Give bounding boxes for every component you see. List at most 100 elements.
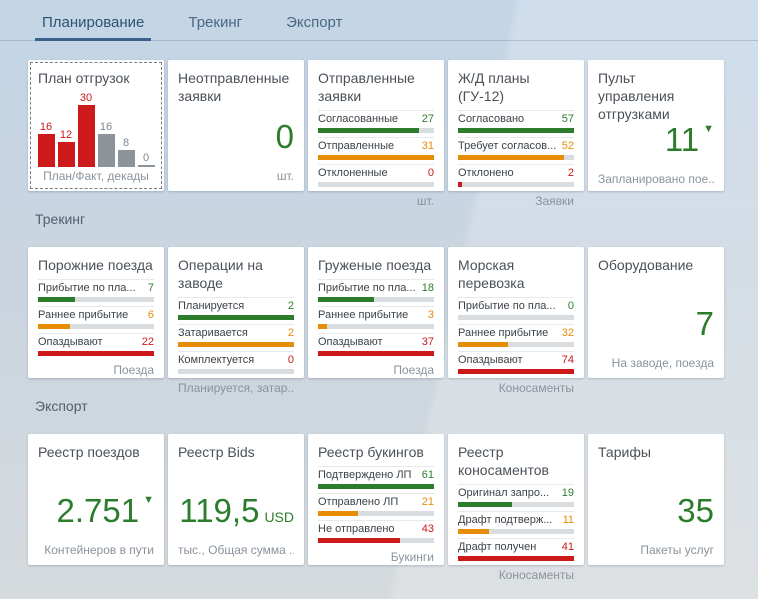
comparison-line: Оригинал запро... 19 (458, 487, 574, 500)
kpi-value: 119,5 (179, 491, 260, 529)
kpi-value: 7 (695, 304, 714, 342)
comparison-line: Подтверждено ЛП 61 (318, 469, 434, 482)
comparison-line: Согласованные 27 (318, 113, 434, 126)
tile-train-registry[interactable]: Реестр поездов 2.751 ▼ Контейнеров в пут… (28, 434, 164, 565)
comparison-label: Подтверждено ЛП (318, 468, 412, 481)
kpi-wrap: 11 ▼ (664, 120, 714, 158)
comparison-line: Раннее прибытие 3 (318, 309, 434, 322)
tab-planning[interactable]: Планирование (35, 14, 152, 41)
tab-export[interactable]: Экспорт (279, 14, 349, 40)
tile-tariffs[interactable]: Тарифы 35 Пакеты услуг (588, 434, 724, 565)
tab-tracking[interactable]: Трекинг (181, 14, 249, 40)
comparison-label: Раннее прибытие (38, 308, 129, 321)
comparison-rows: Оригинал запро... 19 Драфт подтверж... 1… (458, 480, 574, 564)
comparison-row: Драфт подтверж... 11 (458, 510, 574, 534)
tile-title: Неотправленные заявки (178, 70, 290, 104)
comparison-line: Опаздывают 22 (38, 336, 154, 349)
kpi-value: 2.751 (56, 491, 140, 529)
kpi-value: 11 (664, 120, 700, 158)
tile-footer: Коносаменты (498, 567, 574, 582)
comparison-label: Драфт подтверж... (458, 513, 553, 526)
tile-title: Морская перевозка (458, 257, 525, 291)
comparison-bar-fill (318, 483, 434, 489)
tile-title: План отгрузок (38, 70, 130, 86)
comparison-label: Раннее прибытие (318, 308, 409, 321)
comparison-bar-fill (458, 181, 463, 187)
comparison-label: Согласованные (318, 112, 399, 125)
tile-empty-trains[interactable]: Порожние поезда Прибытие по пла... 7 Ран… (28, 247, 164, 378)
tile-shipment-plan[interactable]: План отгрузок 16 12 30 16 8 0 План/Факт,… (28, 60, 164, 191)
kpi-body: 0 (178, 106, 294, 165)
comparison-line: Опаздывают 74 (458, 354, 574, 367)
comparison-label: Прибытие по пла... (458, 299, 556, 312)
comparison-bar-track (458, 341, 574, 347)
comparison-row: Раннее прибытие 6 (38, 305, 154, 329)
comparison-bar-track (318, 296, 434, 302)
tile-footer: Запланировано пое... (598, 172, 714, 187)
comparison-bar-track (178, 368, 294, 374)
tab-label: Трекинг (188, 14, 243, 31)
comparison-value: 6 (147, 308, 154, 321)
tile-footer: На заводе, поезда (611, 356, 714, 370)
bar-column: 30 (77, 92, 95, 167)
comparison-line: Раннее прибытие 6 (38, 309, 154, 322)
comparison-value: 43 (421, 522, 434, 535)
bar-chart: 16 12 30 16 8 0 (37, 88, 155, 169)
comparison-value: 3 (427, 308, 434, 321)
comparison-bar-track (458, 181, 574, 187)
tile-bids-registry[interactable]: Реестр Bids 119,5 USD тыс., Общая сумма … (168, 434, 304, 565)
tile-row: План отгрузок 16 12 30 16 8 0 План/Факт,… (28, 60, 758, 208)
comparison-rows: Согласованные 27 Отправленные 31 Отклоне… (318, 106, 434, 190)
tile-footer: тыс., Общая сумма ... (178, 543, 294, 557)
comparison-row: Раннее прибытие 32 (458, 323, 574, 347)
tab-label: Экспорт (286, 14, 343, 31)
bar-value-label: 16 (99, 121, 113, 133)
tile-sea-transport[interactable]: Морская перевозка Прибытие по пла... 0 Р… (448, 247, 584, 395)
kpi-wrap: 0 (275, 117, 294, 155)
kpi-value: 0 (275, 117, 294, 155)
tile-equipment[interactable]: Оборудование 7 На заводе, поезда (588, 247, 724, 378)
tile-bol-registry[interactable]: Реестр коносаментов Оригинал запро... 19… (448, 434, 584, 582)
tile-booking-registry[interactable]: Реестр букингов Подтверждено ЛП 61 Отпра… (308, 434, 444, 565)
bar-column: 16 (37, 121, 55, 167)
comparison-bar-track (458, 555, 574, 561)
comparison-value: 11 (562, 513, 574, 526)
kpi-body: 11 ▼ (598, 120, 714, 168)
tile-unsent-requests[interactable]: Неотправленные заявки 0 шт. (168, 60, 304, 191)
comparison-bar-track (318, 350, 434, 356)
comparison-rows: Подтверждено ЛП 61 Отправлено ЛП 21 Не о… (318, 462, 434, 546)
comparison-line: Драфт получен 41 (458, 541, 574, 554)
comparison-bar-track (318, 181, 434, 187)
comparison-line: Прибытие по пла... 0 (458, 300, 574, 313)
tile-rail-plans-gu12[interactable]: Ж/Д планы (ГУ-12) Согласовано 57 Требует… (448, 60, 584, 208)
bar-value-label: 8 (122, 137, 130, 149)
comparison-bar-track (38, 323, 154, 329)
comparison-row: Отклонено 2 (458, 163, 574, 187)
comparison-row: Прибытие по пла... 18 (318, 278, 434, 302)
tile-loaded-trains[interactable]: Груженые поезда Прибытие по пла... 18 Ра… (308, 247, 444, 378)
comparison-value: 0 (287, 353, 294, 366)
comparison-row: Опаздывают 22 (38, 332, 154, 356)
tile-title: Тарифы (598, 444, 651, 460)
kpi-body: 35 (598, 462, 714, 539)
comparison-label: Опаздывают (318, 335, 383, 348)
tile-shipment-control-panel[interactable]: Пульт управления отгрузками 11 ▼ Заплани… (588, 60, 724, 191)
comparison-row: Затаривается 2 (178, 323, 294, 347)
tile-footer: Букинги (390, 549, 434, 564)
comparison-bar-fill (458, 555, 574, 561)
comparison-value: 18 (421, 281, 434, 294)
comparison-line: Отправлено ЛП 21 (318, 496, 434, 509)
comparison-rows: Планируется 2 Затаривается 2 Комплектует… (178, 293, 294, 377)
tile-sent-requests[interactable]: Отправленные заявки Согласованные 27 Отп… (308, 60, 444, 208)
comparison-bar-fill (458, 528, 490, 534)
comparison-row: Раннее прибытие 3 (318, 305, 434, 329)
comparison-bar-fill (458, 341, 509, 347)
comparison-bar-track (458, 127, 574, 133)
comparison-bar-fill (458, 154, 564, 160)
comparison-bar-track (318, 154, 434, 160)
comparison-bar-fill (318, 323, 328, 329)
tile-plant-operations[interactable]: Операции на заводе Планируется 2 Затарив… (168, 247, 304, 395)
tile-title: Пульт управления отгрузками (598, 70, 675, 122)
comparison-bar-track (318, 483, 434, 489)
comparison-line: Раннее прибытие 32 (458, 327, 574, 340)
